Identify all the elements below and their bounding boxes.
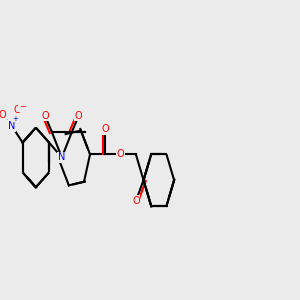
Text: O: O	[14, 105, 22, 115]
Text: O: O	[75, 111, 82, 121]
Text: +: +	[12, 116, 18, 122]
Text: −: −	[19, 102, 26, 111]
Text: O: O	[117, 149, 124, 159]
Text: O: O	[132, 196, 140, 206]
Text: O: O	[41, 111, 49, 121]
Text: N: N	[58, 152, 65, 163]
Text: O: O	[101, 124, 109, 134]
Text: O: O	[0, 110, 6, 120]
Text: N: N	[8, 121, 16, 131]
